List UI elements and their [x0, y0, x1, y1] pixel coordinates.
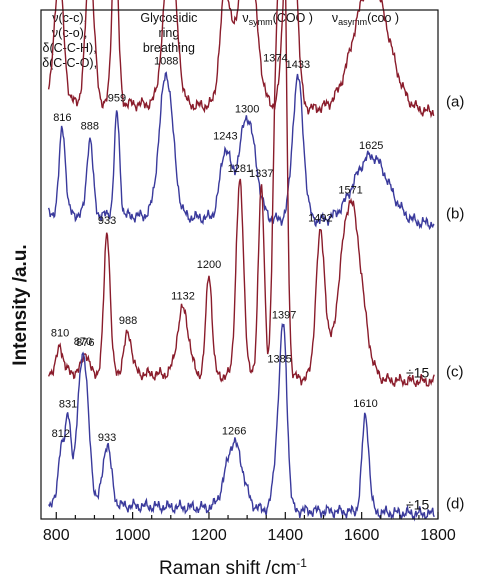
- peak-label: 876: [76, 337, 94, 349]
- series-label: (a): [446, 94, 464, 111]
- band-header-line: δ(C-C-H),: [43, 41, 97, 55]
- x-tick-label: 1000: [115, 527, 151, 544]
- peak-label: 816: [53, 112, 71, 124]
- band-header-line: ring: [158, 26, 179, 40]
- spectra-curves: [47, 0, 435, 522]
- peak-label: 1571: [338, 184, 362, 196]
- series-labels: (a) (b) (c) ÷15 (d) ÷15: [406, 94, 464, 513]
- peak-label: 933: [98, 432, 116, 444]
- band-header-line: δ(C-C-O),: [42, 56, 97, 70]
- peak-label: 1300: [235, 104, 259, 116]
- peak-label: 1385: [267, 354, 291, 366]
- axes: 800 1000 1200 1400 1600 1800: [40, 9, 456, 544]
- band-header: νsymm(COO ): [242, 11, 313, 27]
- band-header-line: Glycosidic: [140, 11, 197, 25]
- peak-label: 1200: [197, 259, 221, 271]
- x-tick-label: 800: [43, 527, 70, 544]
- peak-label: 1492: [308, 213, 332, 225]
- peak-label: 1374: [263, 53, 287, 65]
- x-tick-label: 1600: [344, 527, 380, 544]
- peak-labels: 8078889541098124313001413162581688895910…: [51, 53, 384, 444]
- peak-label: 810: [51, 327, 69, 339]
- scale-note: ÷15: [406, 497, 429, 513]
- peak-label: 1610: [353, 398, 377, 410]
- x-axis-title: Raman shift /cm-1: [159, 556, 307, 579]
- plot-frame: [40, 9, 439, 520]
- x-tick-label: 1200: [191, 527, 227, 544]
- peak-label: 959: [108, 93, 126, 105]
- peak-label: 1132: [171, 291, 195, 303]
- band-header: νasymm(coo ): [332, 11, 399, 27]
- peak-label: 988: [119, 315, 137, 327]
- series-label: (c): [446, 363, 464, 380]
- x-tick-label: 1400: [268, 527, 304, 544]
- y-axis-title: Intensity /a.u.: [10, 244, 31, 365]
- peak-label: 1243: [213, 130, 237, 142]
- series-label: (b): [446, 206, 464, 223]
- x-tick-label: 1800: [420, 527, 456, 544]
- peak-label: 1281: [228, 163, 252, 175]
- peak-label: 888: [81, 121, 99, 133]
- band-header-line: ν(c-o),: [52, 26, 87, 40]
- peak-label: 1266: [222, 425, 246, 437]
- spectrum-line: [48, 322, 435, 522]
- spectrum-line: [47, 0, 435, 388]
- peak-label: 1433: [286, 59, 310, 71]
- band-header-line: breathing: [143, 41, 195, 55]
- peak-label: 812: [52, 428, 70, 440]
- peak-label: 933: [98, 215, 116, 227]
- series-label: (d): [446, 496, 464, 513]
- scale-note: ÷15: [406, 364, 429, 380]
- peak-label: 831: [59, 398, 77, 410]
- band-header-line: ν(c-c),: [52, 11, 87, 25]
- peak-label: 1337: [249, 168, 273, 180]
- peak-label: 1397: [272, 309, 296, 321]
- peak-label: 1088: [154, 56, 178, 68]
- peak-label: 1625: [359, 140, 383, 152]
- spectrum-line: [47, 71, 435, 231]
- peak-label: 870: [74, 336, 92, 348]
